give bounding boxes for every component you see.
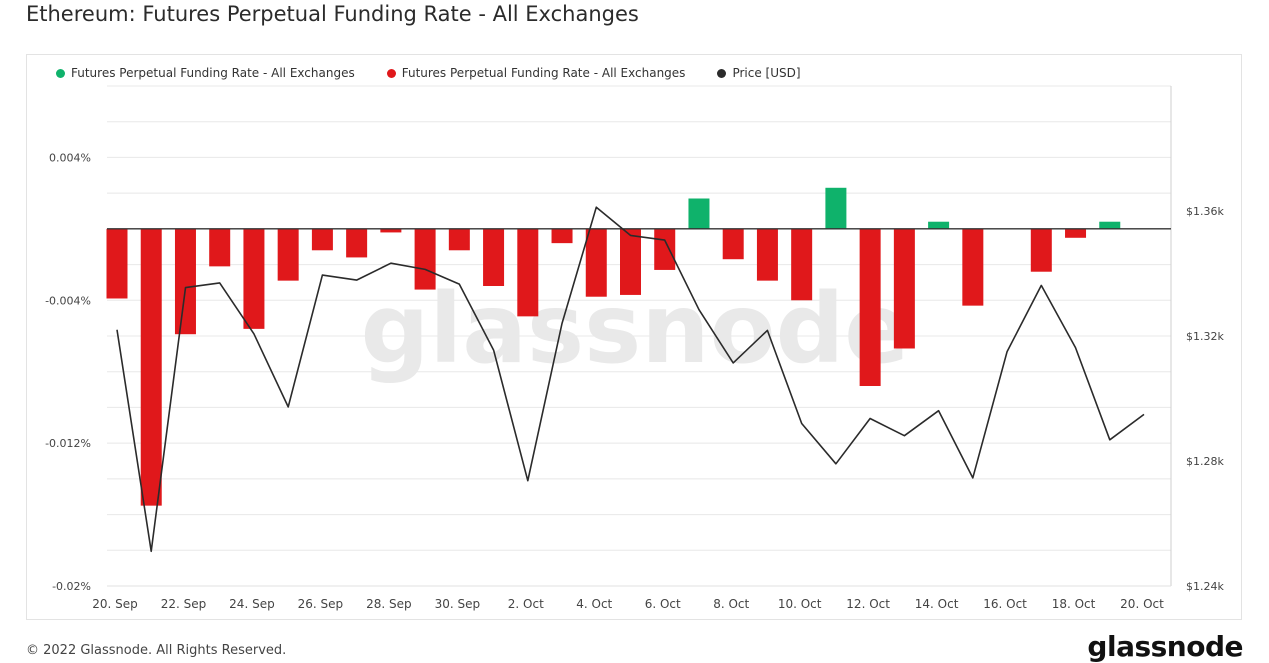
funding-rate-bar [448,228,470,251]
funding-rate-bar [277,228,299,281]
funding-rate-bar [620,228,641,295]
legend-label: Futures Perpetual Funding Rate - All Exc… [71,66,355,80]
legend-item-price[interactable]: Price [USD] [717,66,801,80]
x-tick-label: 10. Oct [778,597,822,611]
funding-rate-bar [483,228,505,286]
x-tick-label: 30. Sep [435,597,481,611]
x-tick-label: 6. Oct [645,597,681,611]
y-left-tick-label: -0.012% [45,437,91,450]
funding-rate-bar [414,228,436,290]
legend-dot-icon [386,68,396,78]
funding-rate-bar [585,228,607,297]
chart-legend: Futures Perpetual Funding Rate - All Exc… [56,66,801,80]
price-line [116,206,1145,553]
y-left-tick-label: 0.004% [49,151,91,164]
x-tick-label: 22. Sep [161,597,207,611]
funding-rate-bar [551,228,573,244]
legend-dot-icon [56,68,65,78]
x-tick-label: 2. Oct [508,597,544,611]
x-tick-label: 14. Oct [915,597,959,611]
funding-rate-bar [517,228,539,317]
page-title: Ethereum: Futures Perpetual Funding Rate… [26,2,639,26]
funding-rate-bar [174,228,196,335]
x-tick-label: 26. Sep [298,597,344,611]
funding-rate-bar [654,228,676,270]
x-tick-label: 18. Oct [1052,597,1096,611]
legend-label: Price [USD] [732,66,801,80]
legend-dot-icon [717,68,727,78]
funding-rate-bar [140,228,162,506]
funding-rate-bar [1030,228,1052,272]
funding-rate-bar [209,228,231,267]
funding-rate-bar [791,228,813,301]
y-left-tick-label: -0.02% [52,580,91,593]
funding-rate-bar [893,228,915,349]
x-tick-label: 20. Oct [1120,597,1164,611]
funding-rate-bar [106,228,128,299]
x-tick-label: 12. Oct [846,597,890,611]
funding-rate-bar [756,228,778,281]
chart-frame [26,54,1242,620]
legend-item-funding-negative[interactable]: Futures Perpetual Funding Rate - All Exc… [386,66,686,80]
y-right-tick-label: $1.24k [1186,580,1224,593]
funding-rate-bar [346,228,368,258]
funding-rate-bar [859,228,881,386]
funding-rate-bar [311,228,333,251]
funding-rate-bar [928,221,950,229]
y-right-tick-label: $1.32k [1186,330,1224,343]
funding-rate-bar [722,228,744,260]
legend-label: Futures Perpetual Funding Rate - All Exc… [401,66,686,80]
x-tick-label: 20. Sep [92,597,138,611]
brand-logo: glassnode [1087,630,1243,663]
funding-rate-bar [380,228,402,233]
x-tick-label: 4. Oct [576,597,612,611]
legend-item-funding-positive[interactable]: Futures Perpetual Funding Rate - All Exc… [56,66,355,80]
y-right-tick-label: $1.28k [1186,455,1224,468]
funding-rate-bar [825,187,847,229]
x-tick-label: 16. Oct [983,597,1027,611]
x-tick-label: 8. Oct [713,597,749,611]
funding-rate-bar [1099,221,1121,229]
funding-rate-bar [962,228,984,306]
funding-rate-bar [243,228,265,329]
y-right-tick-label: $1.36k [1186,205,1224,218]
y-left-tick-label: -0.004% [45,294,91,307]
funding-rate-bar [688,198,710,229]
copyright-text: © 2022 Glassnode. All Rights Reserved. [26,643,287,658]
x-tick-label: 28. Sep [366,597,412,611]
x-tick-label: 24. Sep [229,597,275,611]
funding-rate-bar [1065,228,1087,238]
